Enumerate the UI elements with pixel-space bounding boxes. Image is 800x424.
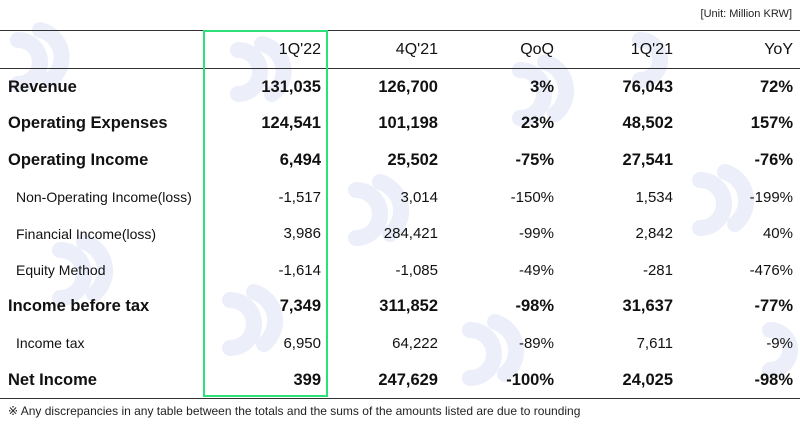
table-row: Financial Income(loss) 3,986 284,421 -99… — [0, 215, 800, 252]
table-row: Operating Expenses 124,541 101,198 23% 4… — [0, 106, 800, 143]
cell-yoy: -76% — [754, 150, 793, 169]
row-label: Operating Income — [8, 150, 149, 169]
table-row: Income tax 6,950 64,222 -89% 7,611 -9% — [0, 325, 800, 362]
header-yoy: YoY — [680, 30, 800, 69]
cell-yoy: -98% — [680, 361, 800, 400]
cell-1q21: 27,541 — [622, 150, 673, 169]
row-label: Income tax — [16, 335, 85, 352]
cell-qoq: 23% — [520, 114, 554, 133]
cell-yoy: -199% — [749, 188, 793, 206]
cell-4q21: 126,700 — [378, 77, 438, 96]
row-label: Equity Method — [16, 262, 106, 279]
cell-4q21: 311,852 — [379, 297, 438, 316]
cell-qoq: -100% — [445, 361, 561, 400]
cell-1q22: 399 — [205, 361, 328, 400]
table-row: Operating Income 6,494 25,502 -75% 27,54… — [0, 142, 800, 179]
header-qoq: QoQ — [445, 30, 561, 69]
cell-qoq: -99% — [518, 225, 554, 243]
cell-4q21: 284,421 — [383, 225, 438, 243]
cell-1q21: -281 — [642, 261, 673, 279]
header-1q22: 1Q'22 — [205, 30, 328, 69]
cell-4q21: 25,502 — [387, 150, 438, 169]
header-4q21: 4Q'21 — [328, 30, 445, 69]
cell-qoq: -75% — [515, 150, 554, 169]
cell-1q21: 1,534 — [635, 188, 673, 206]
header-label — [0, 30, 205, 69]
cell-1q22: 7,349 — [279, 297, 321, 316]
row-label: Net Income — [0, 361, 205, 400]
cell-qoq: -150% — [510, 188, 554, 206]
cell-1q21: 7,611 — [636, 334, 673, 352]
table-row: Revenue 131,035 126,700 3% 76,043 72% — [0, 69, 800, 106]
cell-1q22: 6,950 — [283, 334, 321, 352]
cell-1q22: 6,494 — [279, 150, 321, 169]
header-1q21: 1Q'21 — [561, 30, 680, 69]
cell-1q21: 76,043 — [622, 77, 673, 96]
cell-1q21: 24,025 — [561, 361, 680, 400]
cell-1q22: 131,035 — [261, 77, 321, 96]
cell-4q21: 3,014 — [400, 188, 438, 206]
cell-1q22: 124,541 — [261, 114, 321, 133]
cell-yoy: 72% — [759, 77, 793, 96]
table-row: Income before tax 7,349 311,852 -98% 31,… — [0, 289, 800, 326]
table-row: Net Income 399 247,629 -100% 24,025 -98% — [0, 361, 800, 400]
cell-4q21: 64,222 — [392, 334, 438, 352]
cell-yoy: -476% — [749, 261, 793, 279]
cell-qoq: 3% — [530, 77, 554, 96]
table-row: Non-Operating Income(loss) -1,517 3,014 … — [0, 179, 800, 216]
row-label: Income before tax — [8, 297, 150, 316]
cell-qoq: -98% — [515, 297, 554, 316]
cell-1q21: 48,502 — [622, 114, 673, 133]
unit-note: [Unit: Million KRW] — [700, 8, 792, 20]
cell-yoy: 157% — [750, 114, 793, 133]
cell-qoq: -49% — [518, 261, 554, 279]
cell-yoy: -77% — [754, 297, 793, 316]
financial-table: 1Q'22 4Q'21 QoQ 1Q'21 YoY Revenue 131,03… — [0, 30, 800, 400]
cell-1q21: 2,842 — [635, 225, 673, 243]
row-label: Revenue — [8, 77, 77, 96]
cell-1q22: 3,986 — [283, 225, 321, 243]
cell-yoy: 40% — [762, 225, 793, 243]
cell-qoq: -89% — [518, 334, 554, 352]
row-label: Non-Operating Income(loss) — [16, 189, 192, 206]
cell-1q21: 31,637 — [622, 297, 673, 316]
header-row: 1Q'22 4Q'21 QoQ 1Q'21 YoY — [0, 30, 800, 69]
footnote: ※ Any discrepancies in any table between… — [8, 404, 581, 418]
table-row: Equity Method -1,614 -1,085 -49% -281 -4… — [0, 252, 800, 289]
cell-4q21: 247,629 — [328, 361, 445, 400]
cell-yoy: -9% — [766, 334, 793, 352]
row-label: Operating Expenses — [8, 114, 168, 133]
cell-4q21: -1,085 — [395, 261, 438, 279]
row-label: Financial Income(loss) — [16, 225, 157, 242]
cell-4q21: 101,198 — [378, 114, 438, 133]
cell-1q22: -1,517 — [278, 188, 321, 206]
cell-1q22: -1,614 — [278, 261, 321, 279]
